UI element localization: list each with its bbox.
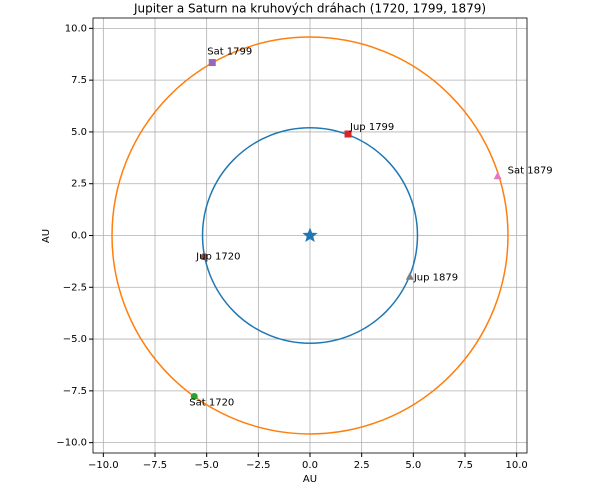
x-tick-label: −7.5 <box>143 460 167 471</box>
x-tick-label: 5.0 <box>405 460 421 471</box>
y-tick-label: −2.5 <box>63 282 87 293</box>
x-tick-label: −10.0 <box>88 460 119 471</box>
planet-label: Sat 1799 <box>207 47 252 58</box>
planet-marker <box>493 171 502 180</box>
plot-frame <box>92 17 528 454</box>
planet-label: Sat 1879 <box>508 165 553 176</box>
x-tick-label: 10.0 <box>506 460 528 471</box>
planet-marker <box>200 253 208 261</box>
planet-marker <box>405 272 414 280</box>
y-tick-label: 7.5 <box>71 75 87 86</box>
planet-label: Jup 1879 <box>413 273 458 284</box>
x-axis-label: AU <box>303 474 317 485</box>
planet-marker <box>190 392 198 400</box>
y-tick-label: 0.0 <box>71 231 87 242</box>
orbit <box>111 36 509 435</box>
planet-marker <box>344 130 352 138</box>
planet-label: Sat 1720 <box>189 397 234 408</box>
x-tick-label: 7.5 <box>457 460 473 471</box>
y-tick-label: 2.5 <box>71 179 87 190</box>
x-tick-label: 2.5 <box>354 460 370 471</box>
x-tick-label: −5.0 <box>195 460 219 471</box>
y-tick-label: −10.0 <box>56 438 87 449</box>
planet-label: Jup 1799 <box>349 122 394 133</box>
y-tick-label: −5.0 <box>63 334 87 345</box>
y-tick-label: −7.5 <box>63 386 87 397</box>
orbit <box>201 127 419 344</box>
x-tick-label: −2.5 <box>246 460 270 471</box>
x-tick-label: 0.0 <box>302 460 318 471</box>
planet-marker <box>208 59 216 67</box>
y-axis-label: AU <box>41 229 52 243</box>
chart-title: Jupiter a Saturn na kruhových dráhach (1… <box>133 2 486 16</box>
sun <box>302 227 318 242</box>
planet-label: Jup 1720 <box>195 252 240 263</box>
y-tick-label: 5.0 <box>71 127 87 138</box>
y-tick-label: 10.0 <box>65 23 87 34</box>
